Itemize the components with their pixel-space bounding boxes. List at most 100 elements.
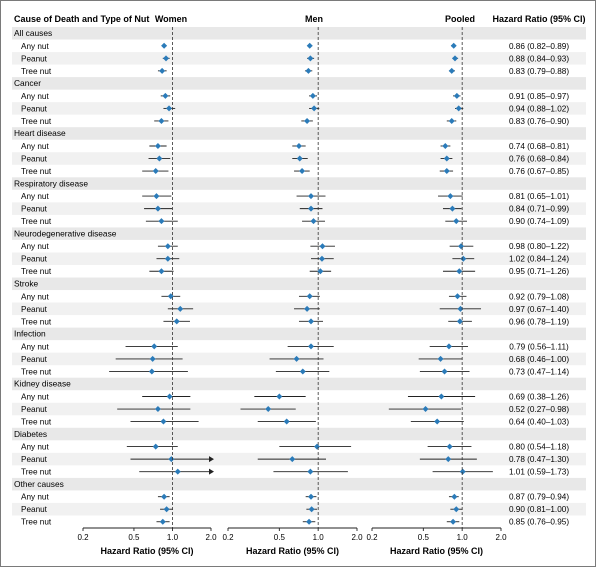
hazard-ratio-text: 0.83 (0.76–0.90) (509, 117, 569, 126)
group-label: Kidney disease (14, 379, 71, 389)
header: Cause of Death and Type of Nut Women Men… (14, 14, 586, 24)
x-tick-label: 0.2 (366, 533, 378, 542)
point-estimate-marker (148, 368, 155, 375)
point-estimate-marker (161, 493, 168, 500)
point-estimate-marker (304, 305, 311, 312)
point-estimate-marker (308, 506, 315, 513)
point-estimate-marker (159, 518, 166, 525)
point-estimate-marker (442, 142, 449, 149)
ci-arrow (209, 456, 214, 463)
point-estimate-marker (308, 193, 315, 200)
group-header-band (12, 277, 586, 291)
point-estimate-marker (153, 193, 160, 200)
point-estimate-marker (448, 67, 455, 74)
point-estimate-marker (459, 468, 466, 475)
row-label: Any nut (21, 142, 49, 151)
hazard-ratio-text: 0.87 (0.79–0.94) (509, 493, 569, 502)
x-axis-title-women: Hazard Ratio (95% CI) (100, 546, 193, 556)
row-label: Tree nut (21, 167, 52, 176)
group-label: Diabetes (14, 429, 47, 439)
hazard-ratio-text: 0.96 (0.78–1.19) (509, 317, 569, 326)
row-label: Tree nut (21, 317, 52, 326)
point-estimate-marker (156, 155, 163, 162)
point-estimate-marker (449, 205, 456, 212)
group-header-band (12, 327, 586, 341)
row-label: Any nut (21, 92, 49, 101)
point-estimate-marker (174, 468, 181, 475)
hazard-ratio-text: 0.88 (0.84–0.93) (509, 54, 569, 63)
row-label: Peanut (21, 505, 48, 514)
hazard-ratio-text: 0.79 (0.56–1.11) (509, 342, 569, 351)
group-header-band (12, 177, 586, 190)
point-estimate-marker (446, 443, 453, 450)
row-label: Peanut (21, 104, 48, 113)
point-estimate-marker (149, 355, 156, 362)
point-estimate-marker (453, 506, 460, 513)
point-estimate-marker (317, 268, 324, 275)
point-estimate-marker (319, 243, 326, 250)
point-estimate-marker (308, 318, 315, 325)
group-header-band (12, 377, 586, 391)
point-estimate-marker (295, 142, 302, 149)
hazard-ratio-text: 0.98 (0.80–1.22) (509, 242, 569, 251)
point-estimate-marker (310, 218, 317, 225)
row-band (12, 402, 586, 416)
group-header-band (12, 477, 586, 491)
hazard-ratio-text: 0.73 (0.47–1.14) (509, 367, 569, 376)
point-estimate-marker (151, 343, 158, 350)
point-estimate-marker (158, 218, 165, 225)
point-estimate-marker (265, 406, 272, 413)
point-estimate-marker (308, 205, 315, 212)
point-estimate-marker (441, 368, 448, 375)
row-label: Peanut (21, 455, 48, 464)
group-label: Other causes (14, 479, 64, 489)
point-estimate-marker (158, 117, 165, 124)
x-tick-label: 2.0 (495, 533, 507, 542)
panels (109, 42, 493, 525)
point-estimate-marker (453, 218, 460, 225)
x-tick-label: 2.0 (205, 533, 217, 542)
point-estimate-marker (162, 92, 169, 99)
hazard-ratio-text: 0.81 (0.65–1.01) (509, 192, 569, 201)
hazard-ratio-text: 0.97 (0.67–1.40) (509, 305, 569, 314)
hazard-ratio-text: 0.90 (0.81–1.00) (509, 505, 569, 514)
x-tick-label: 0.2 (222, 533, 234, 542)
row-band (12, 502, 586, 516)
hazard-ratio-text: 0.85 (0.76–0.95) (509, 518, 569, 527)
x-tick-label: 1.0 (457, 533, 469, 542)
row-label: Any nut (21, 192, 49, 201)
ci-arrow (209, 468, 214, 475)
row-label: Any nut (21, 42, 49, 51)
group-label: Heart disease (14, 128, 66, 138)
point-estimate-marker (445, 343, 452, 350)
point-estimate-marker (299, 168, 306, 175)
point-estimate-marker (318, 255, 325, 262)
point-estimate-marker (161, 42, 168, 49)
point-estimate-marker (447, 193, 454, 200)
row-label: Peanut (21, 255, 48, 264)
point-estimate-marker (276, 393, 283, 400)
point-estimate-marker (451, 493, 458, 500)
group-label: All causes (14, 28, 52, 38)
x-tick-label: 0.5 (418, 533, 430, 542)
hazard-ratio-text: 0.84 (0.71–0.99) (509, 205, 569, 214)
row-label: Tree nut (21, 267, 52, 276)
point-estimate-marker (173, 318, 180, 325)
hazard-ratio-text: 0.86 (0.82–0.89) (509, 42, 569, 51)
x-axis-title-pooled: Hazard Ratio (95% CI) (390, 546, 483, 556)
point-estimate-marker (160, 418, 167, 425)
point-estimate-marker (450, 518, 457, 525)
hazard-ratio-text: 0.91 (0.85–0.97) (509, 92, 569, 101)
x-tick-label: 0.5 (274, 533, 286, 542)
row-label: Tree nut (21, 468, 52, 477)
group-header-band (12, 227, 586, 240)
hazard-ratio-text: 0.78 (0.47–1.30) (509, 455, 569, 464)
header-panel-pooled: Pooled (445, 14, 475, 24)
point-estimate-marker (154, 205, 161, 212)
group-header-band (12, 127, 586, 140)
point-estimate-marker (158, 268, 165, 275)
point-estimate-marker (448, 117, 455, 124)
x-tick-label: 1.0 (313, 533, 325, 542)
point-estimate-marker (177, 305, 184, 312)
